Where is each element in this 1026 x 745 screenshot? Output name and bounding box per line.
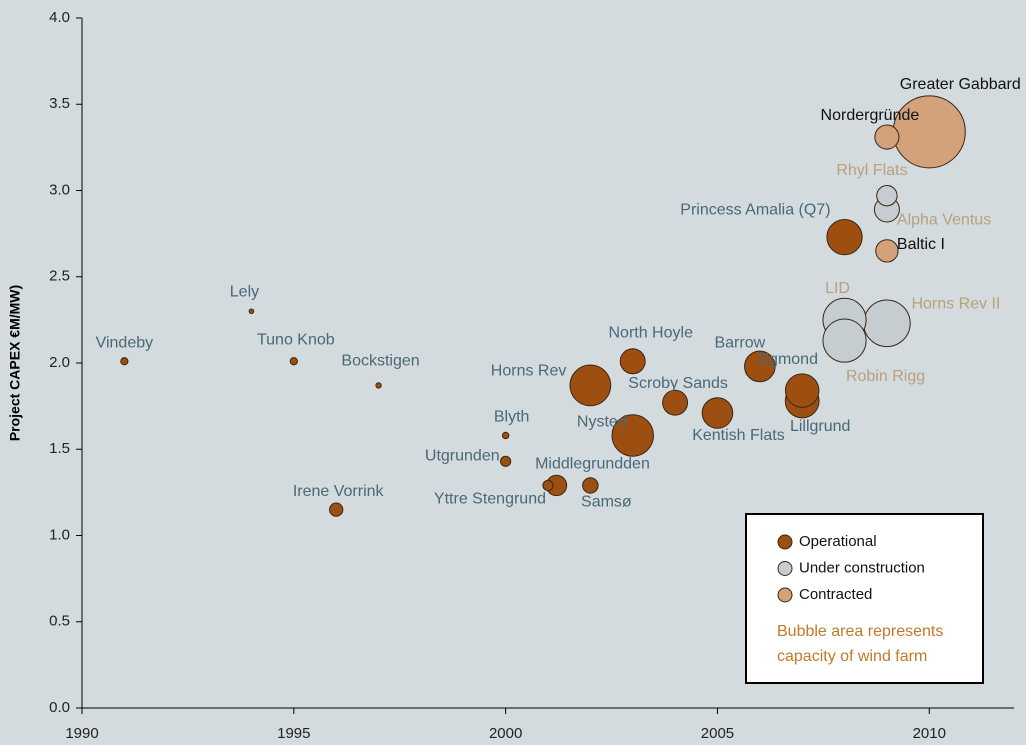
bubble (876, 184, 898, 207)
x-tick-label: 2000 (489, 725, 522, 742)
point-label: Alpha Ventus (897, 212, 991, 229)
bubble (120, 357, 129, 366)
bubble (582, 477, 599, 494)
legend-marker (777, 561, 793, 576)
y-tick-label: 3.5 (49, 95, 70, 112)
legend-marker (777, 534, 793, 550)
bubble (289, 357, 298, 366)
point-label: Tuno Knob (257, 331, 335, 348)
legend-label: Operational (799, 533, 877, 550)
point-label: Nordergründe (821, 107, 920, 124)
bubble (662, 389, 689, 416)
point-label: Blyth (494, 409, 530, 426)
bubble (501, 431, 510, 440)
legend-marker (777, 587, 793, 603)
point-label: Horns Rev (491, 363, 567, 380)
point-label: Princess Amalia (Q7) (680, 201, 830, 218)
y-tick-label: 1.5 (49, 440, 70, 457)
point-label: Yttre Stengrund (434, 491, 546, 508)
bubble (874, 124, 900, 150)
point-label: Bockstigen (341, 353, 419, 370)
point-label: North Hoyle (608, 324, 693, 341)
point-label: Middlegrundden (535, 456, 650, 473)
point-label: Greater Gabbard (900, 76, 1021, 93)
point-label: LID (825, 280, 850, 297)
y-tick-label: 1.0 (49, 526, 70, 543)
point-label: Barrow (714, 335, 765, 352)
bubble (375, 382, 382, 389)
bubble (542, 479, 554, 492)
y-tick-label: 4.0 (49, 9, 70, 26)
x-tick-label: 2005 (701, 725, 734, 742)
point-label: Irene Vorrink (293, 483, 385, 500)
point-label: Lely (230, 283, 259, 300)
x-tick-label: 1995 (277, 725, 310, 742)
point-label: Utgrunden (425, 448, 500, 465)
point-label: Samsø (581, 494, 632, 511)
point-label: Egmond (758, 351, 818, 368)
point-label: Horns Rev II (911, 296, 1000, 313)
point-label: Baltic I (897, 236, 945, 253)
point-label: Rhyl Flats (836, 162, 907, 179)
bubble (329, 502, 344, 517)
bubble (744, 350, 776, 383)
point-label: Robin Rigg (846, 368, 925, 385)
legend-label: Under construction (799, 559, 925, 576)
point-label: Vindeby (96, 334, 154, 351)
bubble (701, 397, 734, 429)
legend-note: Bubble area represents (777, 623, 943, 640)
point-label: Lillgrund (790, 418, 850, 435)
legend-label: Contracted (799, 586, 872, 603)
bubble (822, 318, 867, 363)
legend-note: capacity of wind farm (777, 648, 927, 665)
y-tick-label: 2.0 (49, 354, 70, 371)
x-tick-label: 2010 (913, 725, 946, 742)
bubble (826, 218, 863, 256)
bubble (500, 455, 512, 467)
bubble (611, 414, 654, 457)
y-tick-label: 0.5 (49, 613, 70, 630)
bubble (784, 373, 820, 408)
point-label: Kentish Flats (692, 427, 784, 444)
point-label: Nysted (577, 414, 627, 431)
y-tick-label: 2.5 (49, 268, 70, 285)
bubble (875, 239, 899, 263)
x-tick-label: 1990 (65, 725, 98, 742)
bubble (863, 299, 911, 348)
bubble (248, 308, 255, 315)
bubble (619, 348, 646, 375)
y-axis-label: Project CAPEX €M/MW) (7, 285, 23, 441)
y-tick-label: 0.0 (49, 699, 70, 716)
y-tick-label: 3.0 (49, 181, 70, 198)
point-label: Scroby Sands (628, 375, 728, 392)
bubble (569, 364, 612, 407)
